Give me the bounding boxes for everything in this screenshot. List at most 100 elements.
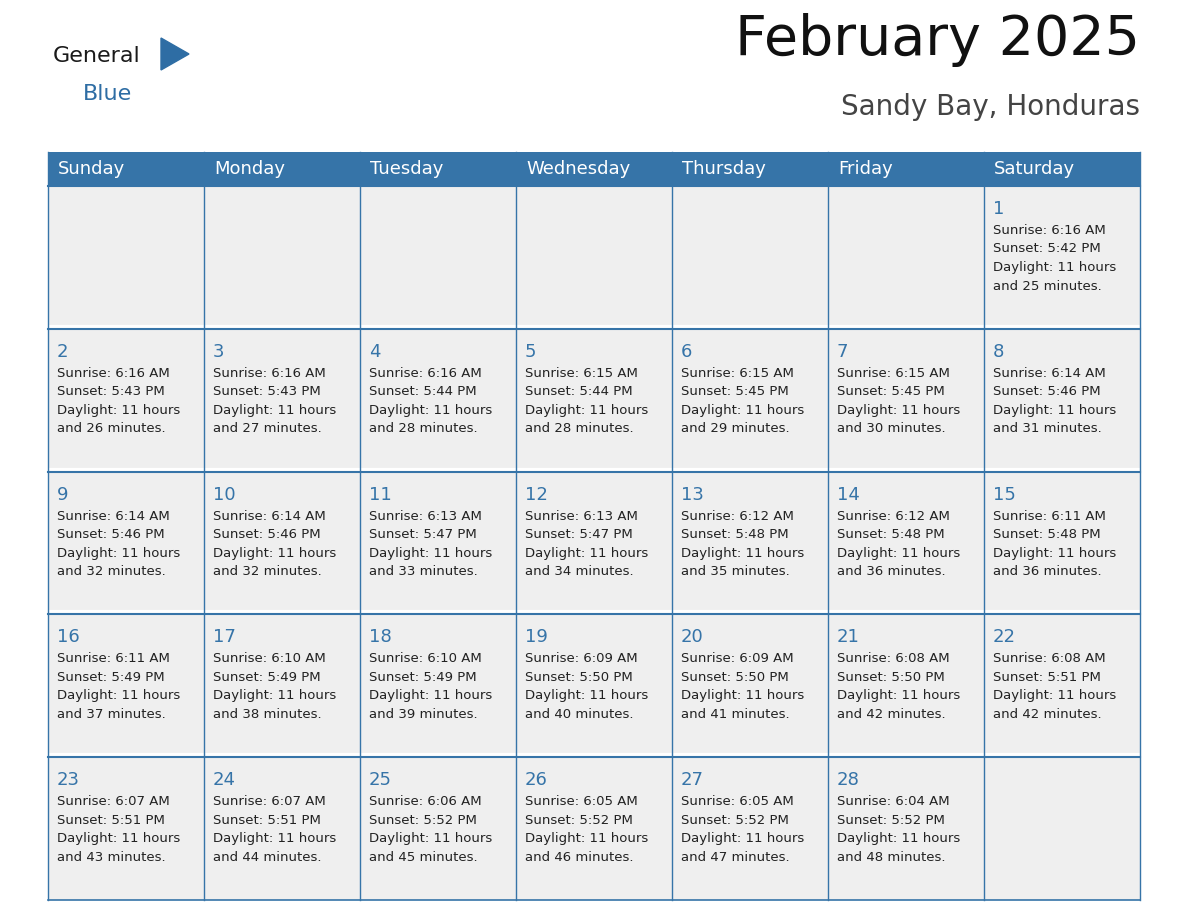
Text: Daylight: 11 hours: Daylight: 11 hours	[993, 404, 1117, 417]
Text: Sunset: 5:52 PM: Sunset: 5:52 PM	[838, 813, 944, 827]
Text: Daylight: 11 hours: Daylight: 11 hours	[213, 833, 336, 845]
Text: Sunrise: 6:15 AM: Sunrise: 6:15 AM	[681, 367, 794, 380]
Bar	[984, 614, 1140, 757]
Bar	[360, 186, 516, 329]
Text: Daylight: 11 hours: Daylight: 11 hours	[681, 833, 804, 845]
Bar	[204, 186, 360, 329]
Text: Sunset: 5:45 PM: Sunset: 5:45 PM	[838, 386, 944, 398]
Bar	[204, 757, 360, 900]
Text: and 42 minutes.: and 42 minutes.	[993, 708, 1101, 721]
Text: and 38 minutes.: and 38 minutes.	[213, 708, 322, 721]
Bar	[360, 329, 516, 472]
Text: Sunrise: 6:15 AM: Sunrise: 6:15 AM	[525, 367, 638, 380]
Text: and 35 minutes.: and 35 minutes.	[681, 565, 790, 578]
Text: Sunrise: 6:09 AM: Sunrise: 6:09 AM	[681, 653, 794, 666]
Text: 20: 20	[681, 629, 703, 646]
Text: Sunrise: 6:07 AM: Sunrise: 6:07 AM	[213, 795, 326, 808]
Text: 8: 8	[993, 342, 1004, 361]
Text: Sandy Bay, Honduras: Sandy Bay, Honduras	[841, 93, 1140, 121]
Text: 5: 5	[525, 342, 537, 361]
Text: Daylight: 11 hours: Daylight: 11 hours	[57, 689, 181, 702]
Bar	[48, 329, 204, 472]
Text: Sunrise: 6:06 AM: Sunrise: 6:06 AM	[369, 795, 481, 808]
Text: Sunset: 5:48 PM: Sunset: 5:48 PM	[993, 528, 1100, 541]
Text: Sunrise: 6:11 AM: Sunrise: 6:11 AM	[57, 653, 170, 666]
Text: and 36 minutes.: and 36 minutes.	[838, 565, 946, 578]
Text: Daylight: 11 hours: Daylight: 11 hours	[681, 689, 804, 702]
Text: 27: 27	[681, 771, 704, 789]
Text: Daylight: 11 hours: Daylight: 11 hours	[57, 546, 181, 560]
Text: and 48 minutes.: and 48 minutes.	[838, 851, 946, 864]
Bar	[204, 614, 360, 757]
Text: Sunset: 5:51 PM: Sunset: 5:51 PM	[57, 813, 165, 827]
Text: 18: 18	[369, 629, 392, 646]
Text: and 36 minutes.: and 36 minutes.	[993, 565, 1101, 578]
Text: Sunset: 5:49 PM: Sunset: 5:49 PM	[213, 671, 321, 684]
Text: 28: 28	[838, 771, 860, 789]
Text: Sunrise: 6:16 AM: Sunrise: 6:16 AM	[993, 224, 1106, 237]
Text: Sunset: 5:46 PM: Sunset: 5:46 PM	[57, 528, 165, 541]
Text: and 29 minutes.: and 29 minutes.	[681, 422, 790, 435]
Text: Sunset: 5:50 PM: Sunset: 5:50 PM	[681, 671, 789, 684]
Text: 4: 4	[369, 342, 380, 361]
Text: Sunset: 5:43 PM: Sunset: 5:43 PM	[57, 386, 165, 398]
Text: 25: 25	[369, 771, 392, 789]
Text: Sunset: 5:49 PM: Sunset: 5:49 PM	[369, 671, 476, 684]
Text: 26: 26	[525, 771, 548, 789]
Text: Daylight: 11 hours: Daylight: 11 hours	[681, 404, 804, 417]
Bar	[516, 614, 672, 757]
Text: Sunset: 5:52 PM: Sunset: 5:52 PM	[525, 813, 633, 827]
Text: 9: 9	[57, 486, 69, 504]
Text: Sunrise: 6:15 AM: Sunrise: 6:15 AM	[838, 367, 950, 380]
Text: Sunrise: 6:09 AM: Sunrise: 6:09 AM	[525, 653, 638, 666]
Bar	[828, 757, 984, 900]
Text: Sunset: 5:44 PM: Sunset: 5:44 PM	[525, 386, 633, 398]
Bar	[516, 152, 672, 186]
Bar	[828, 152, 984, 186]
Text: and 30 minutes.: and 30 minutes.	[838, 422, 946, 435]
Bar	[984, 757, 1140, 900]
Bar	[204, 329, 360, 472]
Bar	[360, 614, 516, 757]
Text: Sunrise: 6:14 AM: Sunrise: 6:14 AM	[57, 509, 170, 522]
Text: Daylight: 11 hours: Daylight: 11 hours	[993, 261, 1117, 274]
Text: 22: 22	[993, 629, 1016, 646]
Bar	[672, 757, 828, 900]
Text: 16: 16	[57, 629, 80, 646]
Bar	[828, 186, 984, 329]
Text: Sunset: 5:50 PM: Sunset: 5:50 PM	[525, 671, 633, 684]
Text: 23: 23	[57, 771, 80, 789]
Text: 17: 17	[213, 629, 236, 646]
Text: 1: 1	[993, 200, 1004, 218]
Bar	[828, 614, 984, 757]
Text: Sunrise: 6:14 AM: Sunrise: 6:14 AM	[993, 367, 1106, 380]
Text: Wednesday: Wednesday	[526, 160, 631, 178]
Bar	[672, 186, 828, 329]
Text: Daylight: 11 hours: Daylight: 11 hours	[993, 689, 1117, 702]
Text: and 33 minutes.: and 33 minutes.	[369, 565, 478, 578]
Text: 14: 14	[838, 486, 860, 504]
Text: and 25 minutes.: and 25 minutes.	[993, 279, 1101, 293]
Bar	[828, 472, 984, 614]
Text: Tuesday: Tuesday	[369, 160, 443, 178]
Text: Sunset: 5:51 PM: Sunset: 5:51 PM	[213, 813, 321, 827]
Text: 2: 2	[57, 342, 69, 361]
Text: Daylight: 11 hours: Daylight: 11 hours	[525, 833, 649, 845]
Bar	[48, 757, 204, 900]
Text: Daylight: 11 hours: Daylight: 11 hours	[213, 689, 336, 702]
Text: February 2025: February 2025	[735, 13, 1140, 67]
Text: Sunset: 5:42 PM: Sunset: 5:42 PM	[993, 242, 1101, 255]
Text: Sunset: 5:45 PM: Sunset: 5:45 PM	[681, 386, 789, 398]
Text: and 46 minutes.: and 46 minutes.	[525, 851, 633, 864]
Text: Daylight: 11 hours: Daylight: 11 hours	[369, 689, 492, 702]
Text: 11: 11	[369, 486, 392, 504]
Text: Sunrise: 6:10 AM: Sunrise: 6:10 AM	[369, 653, 482, 666]
Bar	[360, 152, 516, 186]
Bar	[984, 472, 1140, 614]
Text: Sunset: 5:50 PM: Sunset: 5:50 PM	[838, 671, 944, 684]
Text: Sunset: 5:48 PM: Sunset: 5:48 PM	[681, 528, 789, 541]
Text: and 28 minutes.: and 28 minutes.	[369, 422, 478, 435]
Text: and 41 minutes.: and 41 minutes.	[681, 708, 790, 721]
Text: Daylight: 11 hours: Daylight: 11 hours	[838, 404, 960, 417]
Text: Monday: Monday	[214, 160, 285, 178]
